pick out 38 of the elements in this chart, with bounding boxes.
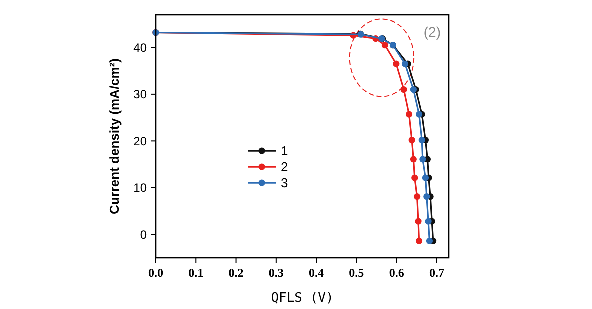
point (410, 86, 417, 94)
point (415, 218, 422, 225)
y-tick-label: 30 (134, 88, 148, 102)
x-tick-label: 0.3 (268, 266, 284, 280)
point (426, 238, 434, 244)
y-tick-label: 40 (134, 40, 148, 55)
x-tick-label: 0.2 (228, 266, 244, 280)
point (393, 60, 400, 68)
point (425, 218, 432, 225)
point (406, 111, 413, 118)
y-axis-title: Current density (mA/cm²) (107, 58, 122, 215)
point (382, 42, 388, 49)
legend-label: 1 (281, 144, 288, 159)
annotation: (2) (424, 24, 441, 40)
point (418, 136, 426, 144)
x-axis-title: QFLS (V) (271, 291, 334, 306)
x-tick-label: 0.5 (349, 266, 364, 280)
point (416, 111, 423, 118)
point (402, 60, 409, 68)
point (408, 136, 416, 144)
point (422, 174, 430, 182)
x-tick-label: 0.6 (389, 266, 404, 280)
point (420, 156, 426, 163)
legend-label: 2 (281, 160, 288, 175)
x-tick-label: 0.7 (429, 266, 444, 280)
y-tick-label: 10 (134, 181, 148, 196)
y-tick-label: 20 (134, 134, 148, 148)
x-tick-label: 0.4 (309, 266, 324, 280)
x-tick-label: 0.1 (188, 266, 204, 280)
point (412, 174, 418, 182)
point (416, 238, 423, 244)
x-tick-label: 0.0 (148, 266, 164, 280)
y-tick-label: 0 (140, 228, 148, 242)
point (400, 86, 408, 94)
point (414, 193, 421, 200)
legend-label: 3 (281, 176, 288, 191)
point (424, 193, 430, 200)
point (410, 156, 417, 163)
